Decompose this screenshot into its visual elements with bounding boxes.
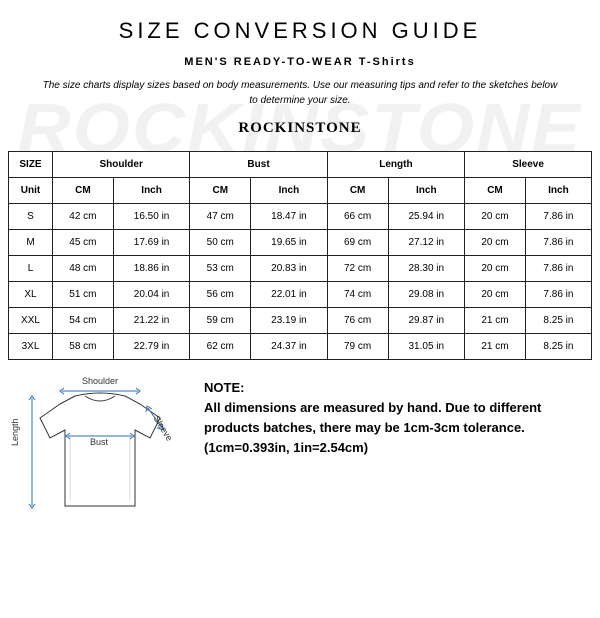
unit-inch: Inch	[525, 178, 591, 204]
col-bust: Bust	[190, 152, 327, 178]
table-cell: 22.79 in	[113, 334, 190, 360]
table-cell: 22.01 in	[251, 282, 328, 308]
table-cell: 58 cm	[53, 334, 114, 360]
table-cell: 19.65 in	[251, 230, 328, 256]
table-cell: 7.86 in	[525, 204, 591, 230]
table-cell: 18.47 in	[251, 204, 328, 230]
note-label: NOTE:	[204, 378, 590, 398]
table-cell: 20.04 in	[113, 282, 190, 308]
table-cell: 7.86 in	[525, 256, 591, 282]
unit-cm: CM	[190, 178, 251, 204]
table-cell: 54 cm	[53, 308, 114, 334]
brand-name: ROCKINSTONE	[0, 120, 600, 137]
table-cell: 42 cm	[53, 204, 114, 230]
table-cell: 7.86 in	[525, 230, 591, 256]
table-cell: 3XL	[9, 334, 53, 360]
subtitle-prefix: MEN'S READY-TO-WEAR	[184, 56, 353, 68]
label-bust: Bust	[90, 437, 108, 447]
table-cell: 62 cm	[190, 334, 251, 360]
table-cell: 16.50 in	[113, 204, 190, 230]
table-cell: 45 cm	[53, 230, 114, 256]
table-row: M45 cm17.69 in50 cm19.65 in69 cm27.12 in…	[9, 230, 592, 256]
table-cell: 47 cm	[190, 204, 251, 230]
table-cell: 17.69 in	[113, 230, 190, 256]
table-cell: 56 cm	[190, 282, 251, 308]
table-cell: 18.86 in	[113, 256, 190, 282]
subtitle-item: T-Shirts	[359, 56, 416, 68]
unit-cm: CM	[465, 178, 526, 204]
table-cell: XL	[9, 282, 53, 308]
note-block: NOTE: All dimensions are measured by han…	[204, 376, 590, 521]
note-body: All dimensions are measured by hand. Due…	[204, 398, 590, 458]
subtitle: MEN'S READY-TO-WEAR T-Shirts	[0, 56, 600, 68]
col-shoulder: Shoulder	[53, 152, 190, 178]
table-cell: 21.22 in	[113, 308, 190, 334]
table-cell: 69 cm	[327, 230, 388, 256]
table-cell: 24.37 in	[251, 334, 328, 360]
table-cell: 53 cm	[190, 256, 251, 282]
col-size: SIZE	[9, 152, 53, 178]
table-unit-row: Unit CM Inch CM Inch CM Inch CM Inch	[9, 178, 592, 204]
shirt-diagram: Shoulder Bust Length Sleeve	[10, 376, 190, 521]
table-row: 3XL58 cm22.79 in62 cm24.37 in79 cm31.05 …	[9, 334, 592, 360]
table-cell: 29.08 in	[388, 282, 465, 308]
table-cell: 20 cm	[465, 230, 526, 256]
table-header-row: SIZE Shoulder Bust Length Sleeve	[9, 152, 592, 178]
table-cell: 23.19 in	[251, 308, 328, 334]
table-row: XL51 cm20.04 in56 cm22.01 in74 cm29.08 i…	[9, 282, 592, 308]
table-cell: M	[9, 230, 53, 256]
table-cell: 7.86 in	[525, 282, 591, 308]
table-cell: 66 cm	[327, 204, 388, 230]
table-cell: 20 cm	[465, 204, 526, 230]
unit-cm: CM	[327, 178, 388, 204]
unit-inch: Inch	[388, 178, 465, 204]
table-cell: 8.25 in	[525, 308, 591, 334]
table-cell: 25.94 in	[388, 204, 465, 230]
table-cell: S	[9, 204, 53, 230]
table-cell: 27.12 in	[388, 230, 465, 256]
table-cell: 29.87 in	[388, 308, 465, 334]
table-row: L48 cm18.86 in53 cm20.83 in72 cm28.30 in…	[9, 256, 592, 282]
table-cell: 21 cm	[465, 308, 526, 334]
unit-cm: CM	[53, 178, 114, 204]
size-table: SIZE Shoulder Bust Length Sleeve Unit CM…	[8, 151, 592, 360]
description: The size charts display sizes based on b…	[0, 78, 600, 108]
unit-inch: Inch	[251, 178, 328, 204]
table-cell: 59 cm	[190, 308, 251, 334]
table-cell: 51 cm	[53, 282, 114, 308]
table-cell: L	[9, 256, 53, 282]
table-cell: 20.83 in	[251, 256, 328, 282]
table-row: XXL54 cm21.22 in59 cm23.19 in76 cm29.87 …	[9, 308, 592, 334]
table-cell: 28.30 in	[388, 256, 465, 282]
table-cell: 50 cm	[190, 230, 251, 256]
unit-inch: Inch	[113, 178, 190, 204]
label-length: Length	[10, 418, 20, 446]
table-cell: 72 cm	[327, 256, 388, 282]
label-shoulder: Shoulder	[82, 376, 118, 386]
table-cell: 20 cm	[465, 282, 526, 308]
table-cell: 8.25 in	[525, 334, 591, 360]
table-cell: 48 cm	[53, 256, 114, 282]
table-cell: 76 cm	[327, 308, 388, 334]
table-cell: XXL	[9, 308, 53, 334]
table-cell: 31.05 in	[388, 334, 465, 360]
table-cell: 79 cm	[327, 334, 388, 360]
table-row: S42 cm16.50 in47 cm18.47 in66 cm25.94 in…	[9, 204, 592, 230]
table-cell: 74 cm	[327, 282, 388, 308]
col-sleeve: Sleeve	[465, 152, 592, 178]
table-cell: 20 cm	[465, 256, 526, 282]
table-cell: 21 cm	[465, 334, 526, 360]
col-length: Length	[327, 152, 464, 178]
page-title: SIZE CONVERSION GUIDE	[0, 18, 600, 44]
unit-label: Unit	[9, 178, 53, 204]
